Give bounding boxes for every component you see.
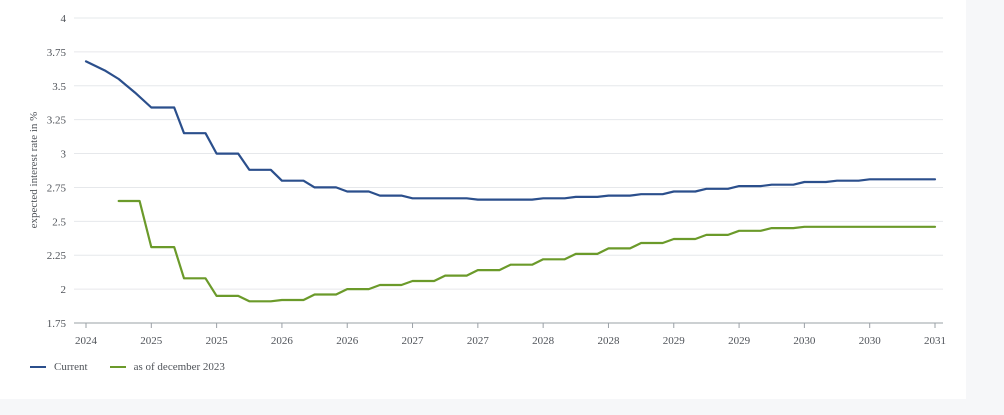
x-tick-label: 2030 bbox=[793, 335, 816, 347]
legend-item-december-2023[interactable]: as of december 2023 bbox=[109, 361, 225, 373]
y-tick-label: 3.25 bbox=[47, 115, 67, 127]
x-tick-label: 2030 bbox=[859, 335, 882, 347]
x-tick-label: 2025 bbox=[140, 335, 163, 347]
legend-swatch-december-2023 bbox=[109, 366, 126, 368]
legend-swatch-current bbox=[30, 366, 46, 368]
legend: Current as of december 2023 bbox=[30, 361, 225, 373]
x-tick-label: 2027 bbox=[467, 335, 490, 347]
series-line-1 bbox=[117, 199, 937, 303]
y-tick-label: 2.25 bbox=[47, 250, 67, 262]
y-axis-ticks: 1.75 2 2.25 2.5 2.75 3 3.25 3.5 3.75 4 bbox=[47, 13, 67, 330]
y-tick-label: 4 bbox=[61, 13, 67, 25]
x-tick-label: 2031 bbox=[924, 335, 946, 347]
x-tick-label: 2025 bbox=[206, 335, 229, 347]
x-tick-label: 2029 bbox=[663, 335, 686, 347]
x-tick-label: 2028 bbox=[597, 335, 620, 347]
y-tick-label: 3.75 bbox=[47, 47, 67, 59]
y-tick-label: 1.75 bbox=[47, 318, 67, 330]
x-tick-label: 2027 bbox=[402, 335, 425, 347]
legend-label-current: Current bbox=[54, 361, 88, 373]
x-tick-label: 2024 bbox=[75, 335, 98, 347]
chart-card: 1.75 2 2.25 2.5 2.75 3 3.25 3.5 3.75 4 2024 2025 20… bbox=[28, 13, 946, 373]
x-tick-label: 2026 bbox=[271, 335, 294, 347]
y-tick-label: 3 bbox=[61, 149, 67, 161]
x-tick-label: 2028 bbox=[532, 335, 555, 347]
series-line-0 bbox=[84, 60, 937, 201]
x-tick-label: 2026 bbox=[336, 335, 359, 347]
legend-label-december-2023: as of december 2023 bbox=[133, 361, 225, 373]
y-tick-label: 2.75 bbox=[47, 182, 67, 194]
legend-item-current[interactable]: Current bbox=[30, 361, 88, 373]
series-lines bbox=[84, 60, 937, 303]
x-tick-label: 2029 bbox=[728, 335, 751, 347]
y-tick-label: 2 bbox=[61, 284, 67, 296]
x-axis-ticks: 2024 2025 2025 2026 2026 2027 2027 2028 2028 2029… bbox=[75, 323, 946, 347]
y-tick-label: 2.5 bbox=[52, 216, 66, 228]
y-tick-label: 3.5 bbox=[52, 81, 66, 93]
y-axis-label: expected interest rate in % bbox=[28, 112, 40, 229]
